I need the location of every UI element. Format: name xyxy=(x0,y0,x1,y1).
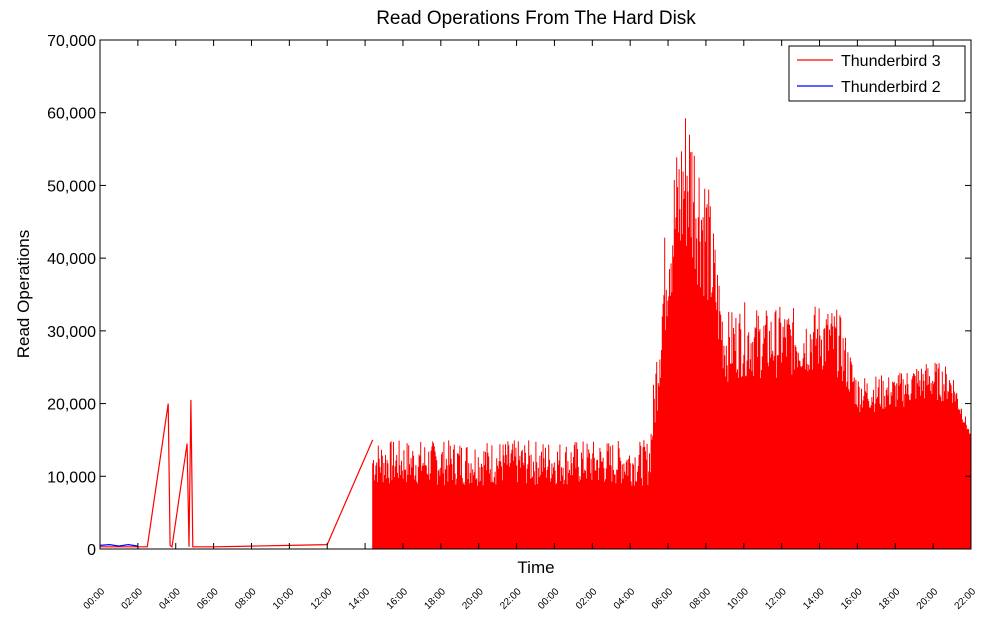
x-tick-label: 18:00 xyxy=(877,586,903,612)
legend-box xyxy=(788,45,966,102)
x-tick-label: 08:00 xyxy=(233,586,259,612)
series-thunderbird-2-line xyxy=(99,543,138,547)
series-layer xyxy=(99,118,971,549)
x-tick-label: 22:00 xyxy=(953,586,979,612)
x-tick-label: 10:00 xyxy=(271,586,297,612)
legend: Thunderbird 3 Thunderbird 2 xyxy=(788,45,966,102)
plot-area-frame xyxy=(99,39,972,550)
x-tick-label: 00:00 xyxy=(82,586,108,612)
x-tick-label: 04:00 xyxy=(612,586,638,612)
x-tick-label: 08:00 xyxy=(688,586,714,612)
y-axis: 0 10,000 20,000 30,000 40,000 50,000 60,000 70,… xyxy=(47,33,971,559)
chart-title: Read Operations From The Hard Disk xyxy=(376,8,696,29)
x-tick-label: 04:00 xyxy=(157,586,183,612)
y-tick-label: 10,000 xyxy=(47,469,96,486)
series-thunderbird-3-line xyxy=(100,399,374,548)
y-tick-label: 50,000 xyxy=(47,178,96,195)
x-tick-label: 16:00 xyxy=(385,586,411,612)
y-tick-label: 70,000 xyxy=(47,33,96,50)
x-tick-label: 10:00 xyxy=(725,586,751,612)
y-tick-label: 20,000 xyxy=(47,397,96,414)
x-tick-label: 12:00 xyxy=(763,586,789,612)
x-tick-label: 14:00 xyxy=(801,586,827,612)
x-tick-label: 00:00 xyxy=(536,586,562,612)
x-tick-label: 02:00 xyxy=(574,586,600,612)
x-tick-label: 22:00 xyxy=(498,586,524,612)
y-tick-label: 0 xyxy=(87,542,96,559)
x-tick-label: 14:00 xyxy=(347,586,373,612)
x-tick-label: 20:00 xyxy=(915,586,941,612)
y-axis-label: Read Operations xyxy=(14,230,33,359)
legend-label-thunderbird-2: Thunderbird 2 xyxy=(841,79,941,96)
series-thunderbird-3-band xyxy=(372,118,971,549)
x-axis-label: Time xyxy=(517,558,554,577)
x-tick-label: 18:00 xyxy=(422,586,448,612)
x-tick-label: 06:00 xyxy=(195,586,221,612)
x-tick-label: 16:00 xyxy=(839,586,865,612)
x-tick-label: 12:00 xyxy=(309,586,335,612)
x-tick-label: 06:00 xyxy=(650,586,676,612)
y-tick-label: 60,000 xyxy=(47,106,96,123)
x-tick-label: 20:00 xyxy=(460,586,486,612)
y-tick-label: 40,000 xyxy=(47,251,96,268)
legend-label-thunderbird-3: Thunderbird 3 xyxy=(841,53,941,70)
y-tick-label: 30,000 xyxy=(47,324,96,341)
x-tick-label: 02:00 xyxy=(120,586,146,612)
